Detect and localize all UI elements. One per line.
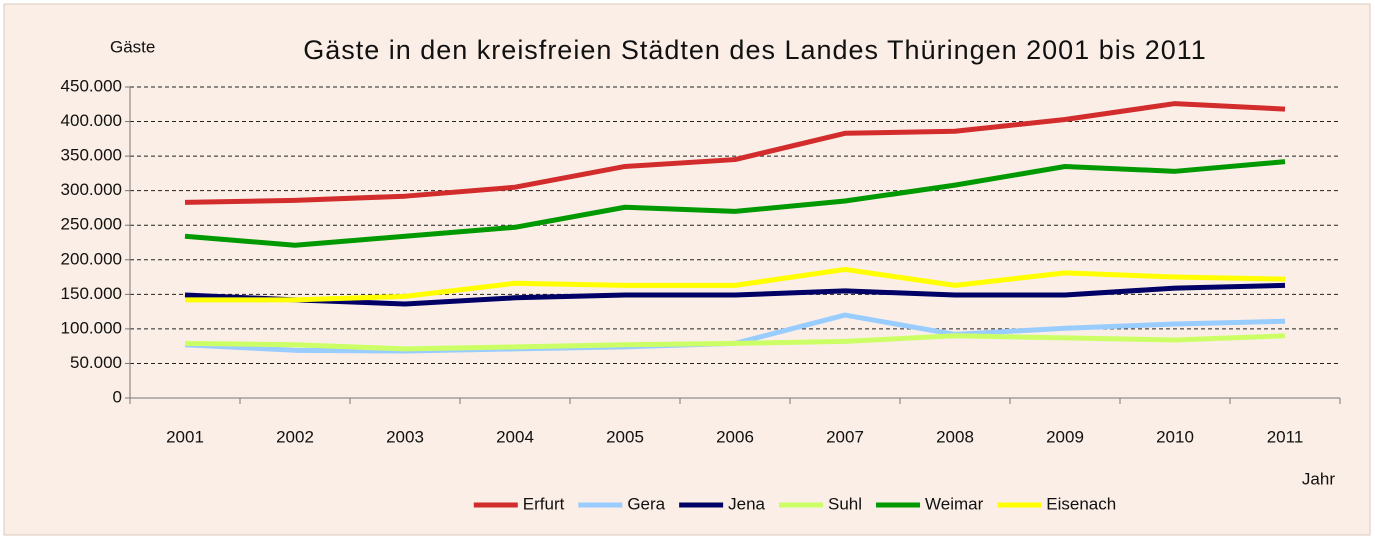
chart-title: Gäste in den kreisfreien Städten des Lan…	[303, 35, 1207, 65]
data-line	[184, 101, 1286, 205]
x-tick-label: 2003	[386, 427, 424, 446]
y-tick-label: 0	[113, 387, 122, 406]
data-line	[184, 333, 1286, 352]
y-tick-label: 100.000	[61, 318, 122, 337]
x-tick-label: 2005	[606, 427, 644, 446]
y-tick-label: 450.000	[61, 76, 122, 95]
data-line	[185, 266, 1286, 303]
legend-label: Suhl	[828, 494, 862, 513]
x-tick-label: 2009	[1046, 427, 1084, 446]
y-tick-label: 50.000	[70, 353, 122, 372]
y-tick-label: 200.000	[61, 249, 122, 268]
legend-label: Eisenach	[1046, 494, 1116, 513]
x-tick-label: 2004	[496, 427, 534, 446]
x-tick-label: 2011	[1267, 427, 1304, 446]
legend-label: Jena	[728, 494, 765, 513]
data-line	[184, 282, 1286, 307]
y-tick-label: 300.000	[61, 180, 122, 199]
x-tick-label: 2006	[716, 427, 754, 446]
legend-label: Gera	[627, 494, 665, 513]
x-tick-label: 2007	[826, 427, 864, 446]
x-tick-label: 2008	[936, 427, 974, 446]
y-tick-label: 400.000	[61, 111, 122, 130]
y-tick-label: 250.000	[61, 215, 122, 234]
y-tick-label: 350.000	[61, 146, 122, 165]
data-line	[184, 159, 1286, 248]
x-tick-label: 2010	[1156, 427, 1194, 446]
legend-label: Erfurt	[523, 494, 565, 513]
x-tick-label: 2002	[276, 427, 314, 446]
y-tick-label: 150.000	[61, 284, 122, 303]
x-axis-label: Jahr	[1302, 469, 1335, 488]
x-tick-label: 2001	[166, 427, 204, 446]
chart-background	[3, 3, 1371, 536]
y-axis-label: Gäste	[110, 37, 155, 56]
legend-label: Weimar	[925, 494, 984, 513]
